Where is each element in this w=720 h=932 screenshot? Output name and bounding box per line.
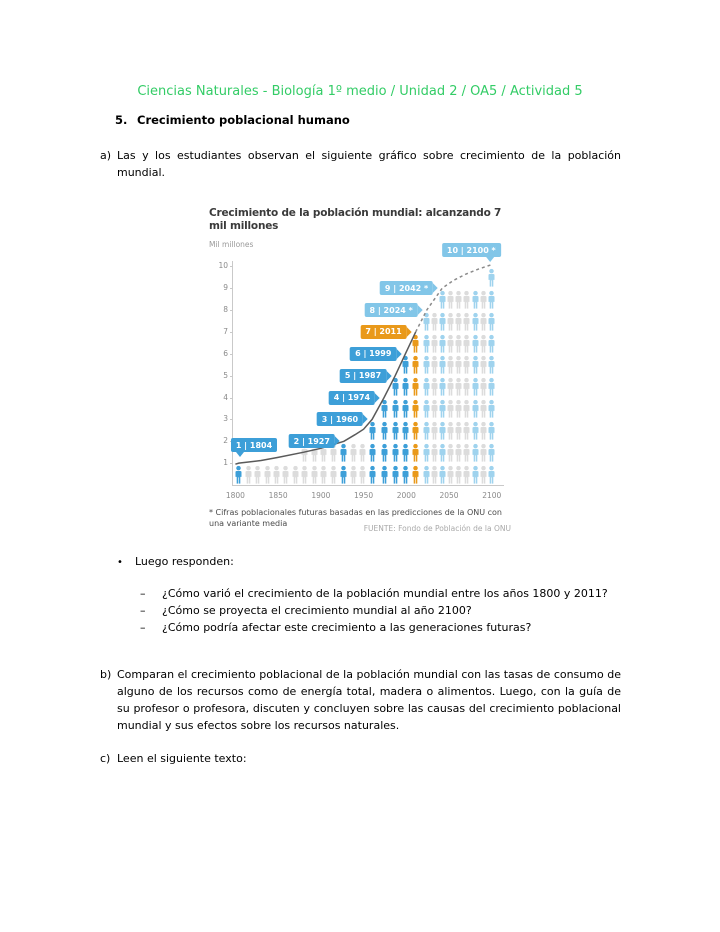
- question-3-text: ¿Cómo podría afectar este crecimiento a …: [162, 621, 532, 634]
- milestone-flag: 7 | 2011: [360, 324, 407, 339]
- paragraph-a-marker: a): [100, 149, 112, 162]
- question-1-text: ¿Cómo varió el crecimiento de la poblaci…: [162, 587, 608, 600]
- y-tick-mark: [230, 419, 233, 421]
- paragraph-c-marker: c): [100, 752, 111, 765]
- y-tick-mark: [230, 397, 233, 399]
- y-tick-label: 8: [223, 305, 228, 315]
- y-tick-label: 3: [223, 414, 228, 424]
- y-tick-label: 1: [223, 458, 228, 468]
- section-heading: 5. Crecimiento poblacional humano: [115, 113, 350, 127]
- y-tick-label: 2: [223, 436, 228, 446]
- y-tick-label: 9: [223, 283, 228, 293]
- milestone-flag: 1 | 1804: [230, 438, 278, 458]
- y-tick-mark: [230, 266, 233, 268]
- y-tick-label: 5: [223, 370, 228, 380]
- milestone-flag: 2 | 1927: [288, 434, 335, 449]
- section-number: 5.: [115, 113, 128, 127]
- section-title: Crecimiento poblacional humano: [137, 113, 350, 127]
- paragraph-c: c) Leen el siguiente texto:: [100, 750, 621, 767]
- bullet-label: Luego responden:: [135, 555, 234, 568]
- milestone-flag: 4 | 1974: [328, 390, 376, 405]
- y-tick-mark: [230, 463, 233, 465]
- question-item-3: – ¿Cómo podría afectar este crecimiento a…: [140, 619, 621, 636]
- y-tick-label: 4: [223, 392, 228, 402]
- y-tick-mark: [230, 331, 233, 333]
- question-item-1: – ¿Cómo varió el crecimiento de la poblac…: [140, 585, 621, 602]
- y-tick-label: 6: [223, 348, 228, 358]
- chart-footnote: * Cifras poblacionales futuras basadas e…: [209, 508, 502, 528]
- growth-curve-projected: [415, 263, 492, 333]
- chart-x-axis-line: [232, 485, 504, 486]
- growth-curve-solid: [235, 331, 417, 465]
- growth-curve: [235, 263, 492, 465]
- milestone-flag: 6 | 1999: [350, 346, 397, 361]
- paragraph-a-text: Las y los estudiantes observan el siguie…: [117, 149, 621, 179]
- dash-marker: –: [140, 621, 146, 634]
- dash-marker: –: [140, 604, 146, 617]
- y-tick-mark: [230, 310, 233, 312]
- paragraph-b-marker: b): [100, 668, 112, 681]
- y-tick-mark: [230, 353, 233, 355]
- milestone-flag: 8 | 2024 *: [364, 303, 418, 318]
- x-tick-label: 2000: [396, 491, 416, 500]
- dash-marker: –: [140, 587, 146, 600]
- question-item-2: – ¿Cómo se proyecta el crecimiento mundia…: [140, 602, 621, 619]
- y-tick-label: 7: [223, 326, 228, 336]
- bullet-icon: •: [117, 557, 123, 568]
- x-tick-label: 1950: [354, 491, 374, 500]
- milestone-flag: 3 | 1960: [316, 412, 364, 427]
- milestone-flag: 9 | 2042 *: [379, 281, 434, 296]
- y-tick-mark: [230, 375, 233, 377]
- paragraph-a: a) Las y los estudiantes observan el sigu…: [100, 147, 621, 181]
- y-tick-label: 10: [218, 261, 228, 271]
- bullet-item: • Luego responden:: [117, 553, 234, 571]
- x-tick-label: 2050: [439, 491, 459, 500]
- milestone-flag: 5 | 1987: [339, 368, 387, 383]
- course-header: Ciencias Naturales - Biología 1º medio /…: [137, 84, 583, 99]
- y-tick-mark: [230, 288, 233, 290]
- x-tick-label: 1850: [268, 491, 288, 500]
- paragraph-b-text: Comparan el crecimiento poblacional de l…: [117, 668, 621, 732]
- x-tick-label: 2100: [482, 491, 502, 500]
- chart-source: FUENTE: Fondo de Población de la ONU: [363, 524, 511, 533]
- x-tick-label: 1800: [225, 491, 245, 500]
- milestone-flag: 10 | 2100 *: [441, 243, 501, 263]
- x-tick-label: 1900: [311, 491, 331, 500]
- chart-title: Crecimiento de la población mundial: alc…: [209, 207, 502, 232]
- paragraph-b: b) Comparan el crecimiento poblacional de…: [100, 666, 621, 734]
- question-2-text: ¿Cómo se proyecta el crecimiento mundial…: [162, 604, 472, 617]
- chart-y-axis-label: Mil millones: [209, 240, 254, 249]
- population-chart: Crecimiento de la población mundial: alc…: [204, 205, 517, 538]
- questions-list: – ¿Cómo varió el crecimiento de la poblac…: [140, 585, 621, 636]
- paragraph-c-text: Leen el siguiente texto:: [117, 752, 247, 765]
- chart-y-axis-line: [232, 261, 233, 485]
